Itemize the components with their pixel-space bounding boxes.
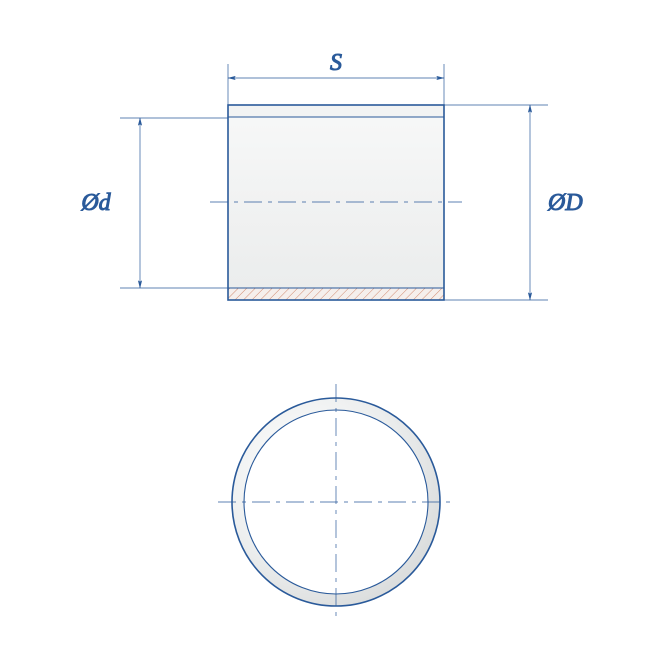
label-D: ØD [547,190,583,216]
label-d: Ød [80,190,111,216]
side-view [210,105,462,300]
technical-drawing: S Ød ØD [0,0,671,670]
label-S: S [330,50,342,76]
end-view [218,384,454,620]
